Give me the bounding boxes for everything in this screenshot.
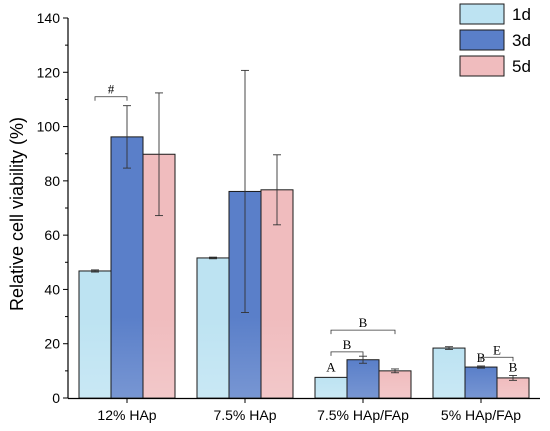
y-tick-label-4: 80 <box>44 173 60 189</box>
legend-label-5d: 5d <box>512 57 531 76</box>
legend-swatch-5d <box>459 55 505 77</box>
axes: 0 20 40 60 80 100 120 140 12% HAp 7.5% HAp 7.5% HA… <box>37 10 540 423</box>
legend-label-1d: 1d <box>512 5 531 24</box>
y-tick-label-2: 40 <box>44 281 60 297</box>
y-tick-label-5: 100 <box>37 119 61 135</box>
y-tick-label-0: 0 <box>52 390 60 406</box>
bar-letter-label-2: B <box>509 360 518 375</box>
x-tick-label-1: 7.5% HAp <box>213 407 276 423</box>
bar-letter-label-1: B <box>477 350 486 365</box>
legend: 1d 3d 5d <box>459 3 531 77</box>
y-tick-label-3: 60 <box>44 227 60 243</box>
error-bars-layer <box>91 69 517 381</box>
bar-shade-3d-3 <box>465 367 497 398</box>
y-tick-label-6: 120 <box>37 64 61 80</box>
y-tick-label-1: 20 <box>44 336 60 352</box>
x-tick-label-0: 12% HAp <box>97 407 156 423</box>
bar-shade-1d-0 <box>79 316 111 398</box>
bar-shade-3d-2 <box>347 359 379 398</box>
bars-layer <box>78 136 530 399</box>
significance-label-1: B <box>343 337 352 352</box>
y-tick-label-7: 140 <box>37 10 61 26</box>
significance-label-3: E <box>493 342 501 357</box>
y-axis-title: Relative cell viability (%) <box>7 117 27 311</box>
significance-bracket-2 <box>330 329 396 335</box>
significance-label-0: # <box>108 82 115 97</box>
significance-bracket-0 <box>94 96 128 101</box>
legend-label-3d: 3d <box>512 31 531 50</box>
bar-shade-5d-2 <box>379 370 411 398</box>
bar-shade-5d-1 <box>261 316 293 398</box>
bar-shade-1d-3 <box>433 348 465 398</box>
bar-shade-5d-3 <box>497 377 529 398</box>
bar-shade-1d-1 <box>197 316 229 398</box>
x-tick-label-2: 7.5% HAp/FAp <box>317 407 409 423</box>
legend-swatch-3d <box>459 29 505 51</box>
legend-swatch-1d <box>459 3 505 25</box>
bar-shade-3d-1 <box>229 316 261 398</box>
bar-shade-3d-0 <box>111 316 143 398</box>
bar-shade-5d-0 <box>143 316 175 398</box>
bar-letter-label-0: A <box>326 360 336 375</box>
x-tick-label-3: 5% HAp/FAp <box>441 407 521 423</box>
significance-bracket-1 <box>330 351 364 356</box>
significance-label-2: B <box>359 315 368 330</box>
significance-bracket-3 <box>480 356 514 362</box>
bar-shade-1d-2 <box>315 377 347 398</box>
